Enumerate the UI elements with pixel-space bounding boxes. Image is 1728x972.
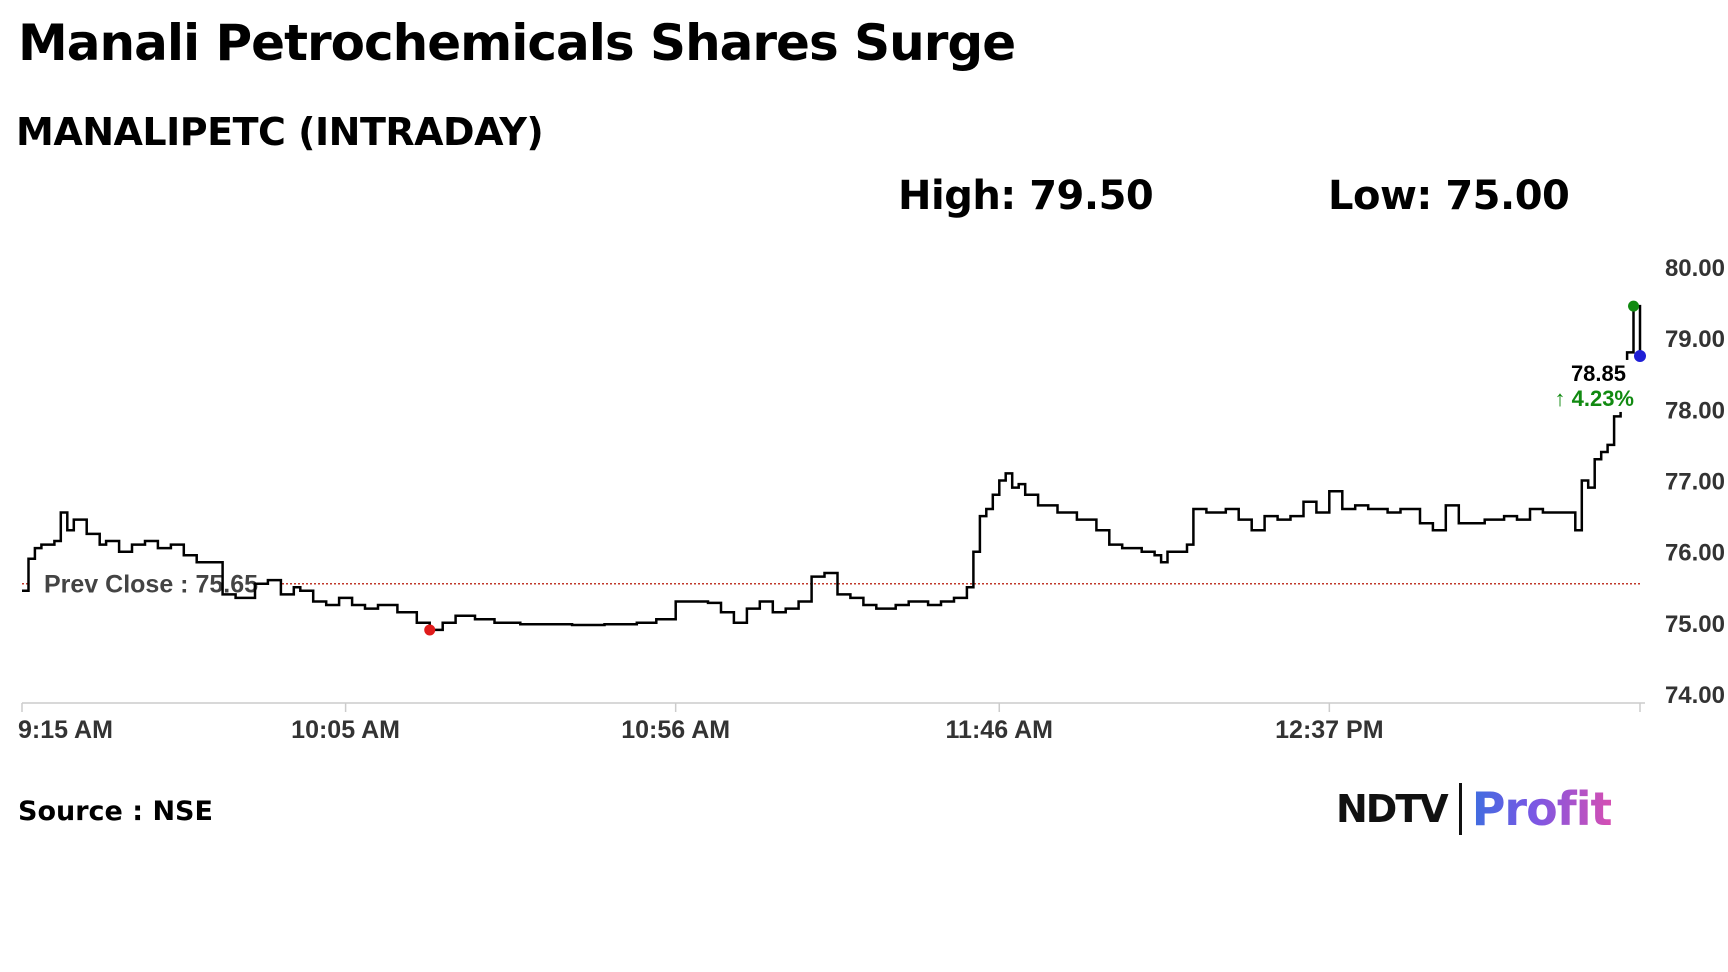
y-tick-label: 80.00 (1665, 255, 1725, 282)
high-price-label: High: 79.50 (898, 173, 1154, 219)
y-tick-label: 76.00 (1665, 540, 1725, 567)
price-change-label: ↑ 4.23% (1555, 386, 1635, 411)
logo-product: Profit (1471, 782, 1613, 836)
day-high-marker (1628, 300, 1640, 312)
logo-brand: NDTV (1336, 787, 1449, 831)
x-tick-label: 12:37 PM (1275, 716, 1383, 744)
ndtv-profit-logo: NDTV Profit (1336, 781, 1613, 837)
logo-divider (1458, 783, 1462, 835)
chart-subtitle: MANALIPETC (INTRADAY) (16, 110, 544, 154)
y-tick-label: 78.00 (1665, 397, 1725, 424)
prev-close-label-bg (30, 565, 282, 602)
price-series-line (22, 304, 1642, 632)
y-tick-label: 79.00 (1665, 326, 1725, 353)
x-tick-label: 10:05 AM (291, 716, 400, 744)
y-tick-label: 74.00 (1665, 682, 1725, 709)
last-price-marker (1634, 349, 1646, 362)
x-axis: 9:15 AM 10:05 AM 10:56 AM 11:46 AM 12:37 PM (18, 702, 1645, 744)
y-tick-label: 77.00 (1665, 469, 1725, 496)
intraday-price-chart: 74.00 75.00 76.00 77.00 78.00 79.00 80.00 9:15… (18, 255, 1725, 744)
last-price-label-bg (1550, 359, 1634, 412)
low-price-label: Low: 75.00 (1328, 173, 1570, 219)
x-tick-label: 11:46 AM (946, 716, 1053, 744)
last-price-label: 78.85 (1571, 361, 1626, 386)
x-tick-label: 9:15 AM (18, 716, 113, 744)
day-low-marker (424, 624, 436, 636)
source-label: Source : NSE (18, 796, 213, 827)
y-axis: 74.00 75.00 76.00 77.00 78.00 79.00 80.00 (1665, 255, 1725, 709)
chart-title: Manali Petrochemicals Shares Surge (18, 14, 1016, 72)
x-tick-label: 10:56 AM (621, 716, 730, 744)
y-tick-label: 75.00 (1665, 611, 1725, 638)
